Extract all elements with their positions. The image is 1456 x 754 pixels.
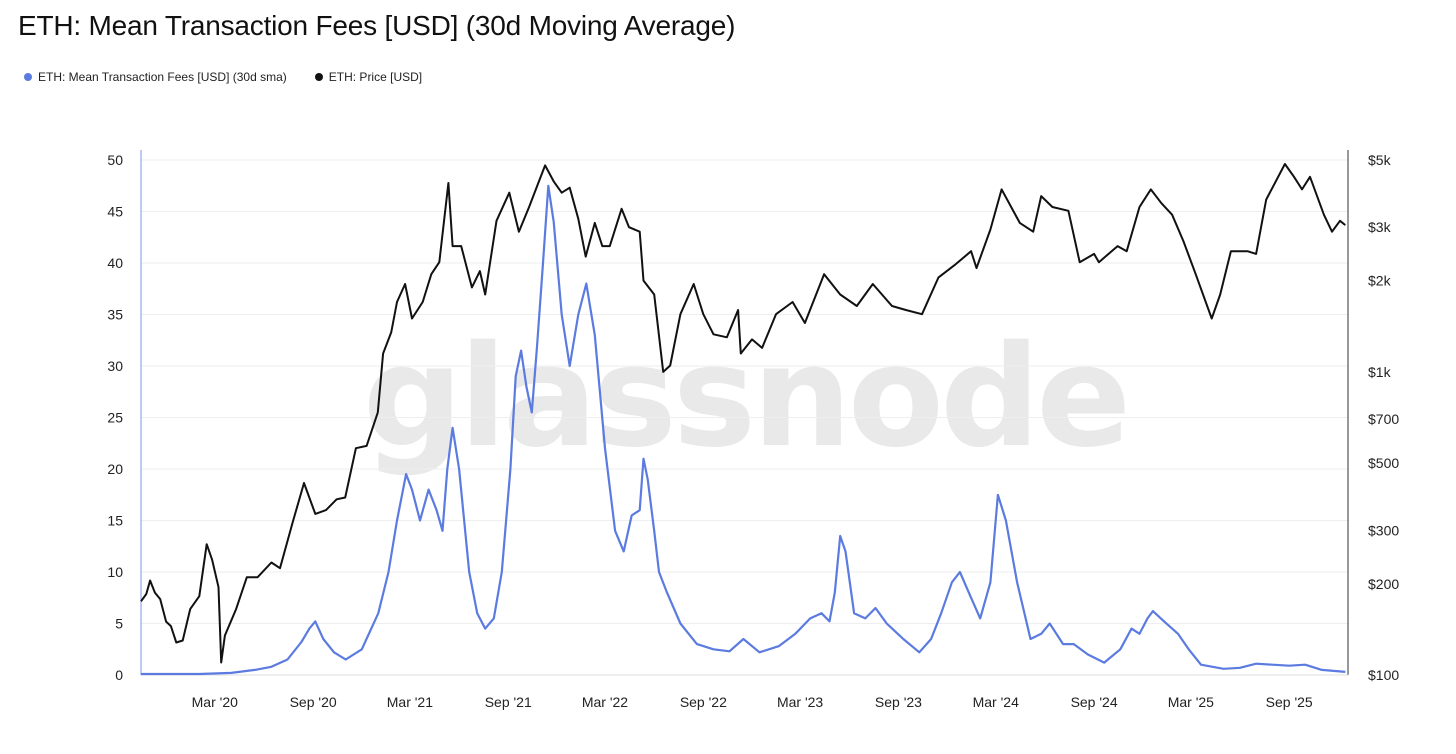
y-left-tick-label: 40: [107, 255, 123, 271]
x-tick-label: Mar '21: [387, 694, 433, 710]
x-tick-label: Sep '23: [875, 694, 922, 710]
series-line-mean-transaction-fees: [141, 184, 1346, 676]
x-tick-label: Sep '21: [485, 694, 532, 710]
legend-label-price: ETH: Price [USD]: [328, 70, 423, 84]
series-group: [140, 163, 1346, 676]
legend-swatch-fees: [24, 73, 32, 81]
y-right-tick-label: $300: [1368, 522, 1399, 538]
y-right-tick-label: $500: [1368, 455, 1399, 471]
legend-swatch-price: [314, 73, 323, 81]
y-right-tick-label: $1k: [1368, 364, 1392, 380]
y-left-tick-label: 0: [115, 667, 123, 683]
x-tick-label: Mar '25: [1168, 694, 1214, 710]
y-left-tick-label: 20: [107, 461, 123, 477]
y-right-tick-label: $100: [1368, 667, 1399, 683]
tick-labels: 0 5 10 15 20 25 30 35 40 45 50 $100 $200 $300 $500 $700…: [107, 152, 1399, 710]
y-right-tick-label: $2k: [1368, 273, 1392, 289]
y-right-tick-label: $200: [1368, 576, 1399, 592]
axes: [140, 150, 1349, 676]
y-right-tick-label: $3k: [1368, 219, 1392, 235]
chart-title: ETH: Mean Transaction Fees [USD] (30d Mo…: [18, 10, 736, 41]
y-right-tick-label: $700: [1368, 411, 1399, 427]
x-tick-label: Mar '24: [973, 694, 1019, 710]
y-left-tick-label: 10: [107, 564, 123, 580]
y-right-tick-label: $5k: [1368, 152, 1392, 168]
grid-lines: [141, 159, 1348, 676]
y-left-tick-label: 30: [107, 358, 123, 374]
y-left-tick-label: 15: [107, 513, 123, 529]
y-left-tick-label: 35: [107, 307, 123, 323]
y-left-tick-label: 5: [115, 616, 123, 632]
x-tick-label: Mar '20: [192, 694, 238, 710]
x-tick-label: Sep '24: [1071, 694, 1118, 710]
legend-item-price[interactable]: ETH: Price [USD]: [314, 70, 423, 84]
legend-item-fees[interactable]: ETH: Mean Transaction Fees [USD] (30d sm…: [24, 70, 287, 84]
y-left-tick-label: 45: [107, 204, 123, 220]
x-tick-label: Sep '22: [680, 694, 727, 710]
x-tick-label: Sep '20: [290, 694, 337, 710]
x-tick-label: Mar '23: [777, 694, 823, 710]
legend-label-fees: ETH: Mean Transaction Fees [USD] (30d sm…: [38, 70, 287, 84]
chart-legend: ETH: Mean Transaction Fees [USD] (30d sm…: [24, 70, 422, 84]
series-line-eth-price: [140, 163, 1346, 664]
y-left-tick-label: 25: [107, 410, 123, 426]
x-tick-label: Sep '25: [1266, 694, 1313, 710]
x-tick-label: Mar '22: [582, 694, 628, 710]
watermark-text: glassnode: [363, 316, 1127, 479]
y-left-tick-label: 50: [107, 152, 123, 168]
